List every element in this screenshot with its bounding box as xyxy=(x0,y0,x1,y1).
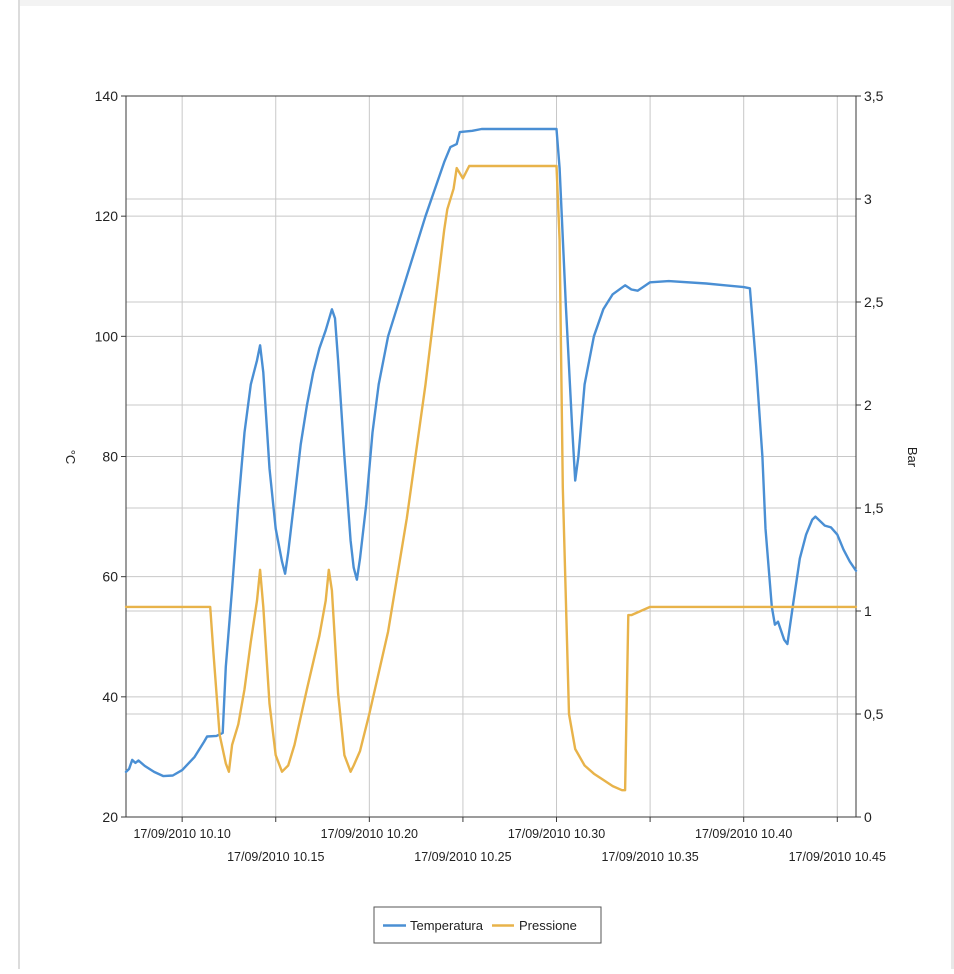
y-right-tick-label: 0,5 xyxy=(864,706,884,722)
series-line-temperatura xyxy=(124,127,858,778)
y-left-tick-label: 120 xyxy=(95,208,119,224)
frame-left-border xyxy=(18,0,20,969)
y-right-tick-label: 1,5 xyxy=(864,500,884,516)
y-left-tick-label: 40 xyxy=(102,689,118,705)
left-y-axis-title: °C xyxy=(63,450,78,465)
x-tick-label: 17/09/2010 10.15 xyxy=(227,850,324,864)
x-tick-label: 17/09/2010 10.35 xyxy=(601,850,698,864)
y-left-tick-label: 80 xyxy=(102,449,118,465)
y-left-tick-label: 140 xyxy=(95,88,119,104)
x-tick-label: 17/09/2010 10.30 xyxy=(508,827,605,841)
y-left-tick-label: 100 xyxy=(95,328,119,344)
x-axis: 17/09/2010 10.10 17/09/2010 10.15 17/09/20… xyxy=(133,817,886,864)
y-right-tick-label: 2,5 xyxy=(864,294,884,310)
gridlines xyxy=(126,96,856,817)
frame-top-border xyxy=(18,0,954,6)
legend-label-temperatura: Temperatura xyxy=(410,918,484,933)
legend: Temperatura Pressione xyxy=(373,906,602,944)
x-tick-label: 17/09/2010 10.10 xyxy=(133,827,230,841)
y-right-tick-label: 3,5 xyxy=(864,88,884,104)
right-y-axis: 0 0,5 1 1,5 2 2,5 3 3,5 xyxy=(856,88,884,825)
y-right-tick-label: 2 xyxy=(864,397,872,413)
x-tick-label: 17/09/2010 10.45 xyxy=(789,850,886,864)
right-y-axis-title: Bar xyxy=(905,447,920,468)
frame-right-border xyxy=(951,0,954,969)
y-right-tick-label: 1 xyxy=(864,603,872,619)
left-y-axis: 20 40 60 80 100 120 140 xyxy=(95,88,126,825)
y-left-tick-label: 60 xyxy=(102,569,118,585)
legend-box xyxy=(373,906,602,944)
x-tick-label: 17/09/2010 10.20 xyxy=(321,827,418,841)
y-left-tick-label: 20 xyxy=(102,809,118,825)
y-right-tick-label: 3 xyxy=(864,191,872,207)
x-tick-label: 17/09/2010 10.25 xyxy=(414,850,511,864)
legend-label-pressione: Pressione xyxy=(519,918,577,933)
series-layer xyxy=(124,127,858,792)
series-line-pressione xyxy=(124,164,858,792)
x-tick-label: 17/09/2010 10.40 xyxy=(695,827,792,841)
y-right-tick-label: 0 xyxy=(864,809,872,825)
